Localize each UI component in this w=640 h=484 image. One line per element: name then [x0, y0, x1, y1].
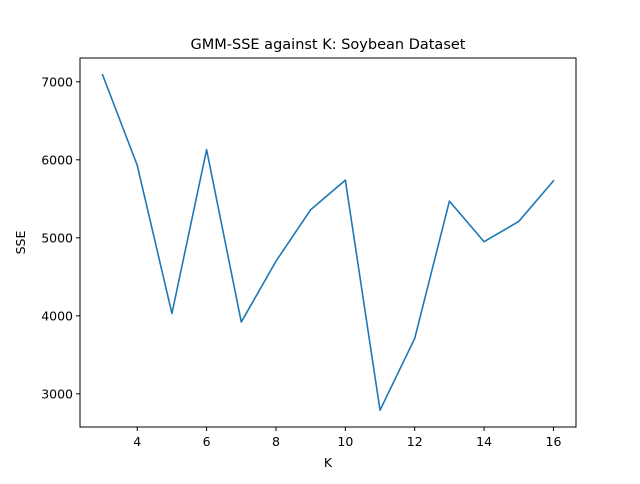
x-tick-label: 10: [337, 434, 353, 449]
y-axis-label: SSE: [13, 231, 28, 255]
chart-title: GMM-SSE against K: Soybean Dataset: [191, 37, 466, 53]
y-axis: 3000 4000 5000 6000 7000: [41, 74, 80, 401]
x-tick-label: 14: [476, 434, 492, 449]
x-tick-label: 12: [407, 434, 423, 449]
y-tick-label: 3000: [41, 386, 73, 401]
axes-frame: [79, 57, 577, 428]
y-tick-label: 5000: [41, 230, 73, 245]
y-tick-label: 4000: [41, 308, 73, 323]
x-axis-label: K: [324, 455, 333, 470]
x-tick-label: 6: [203, 434, 211, 449]
x-axis: 4 6 8 10 12 14 16: [133, 427, 561, 449]
x-tick-label: 4: [133, 434, 141, 449]
x-tick-label: 16: [546, 434, 562, 449]
y-tick-label: 7000: [41, 74, 73, 89]
x-tick-label: 8: [272, 434, 280, 449]
y-tick-label: 6000: [41, 152, 73, 167]
sse-series-line: [101, 73, 555, 412]
plot-area: [101, 73, 555, 412]
